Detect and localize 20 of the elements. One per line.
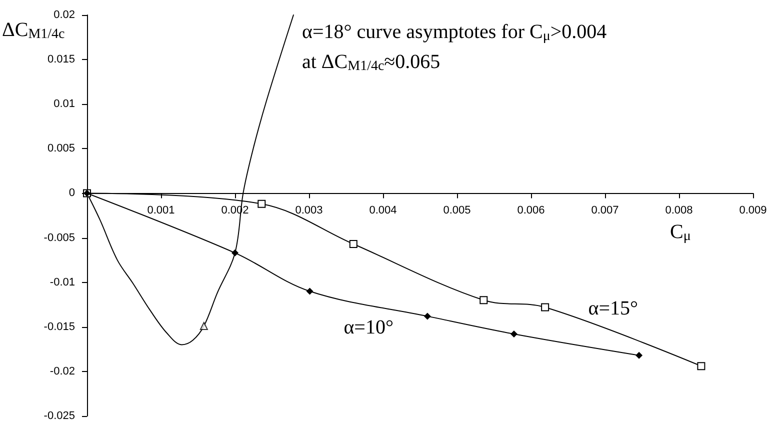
y-tick-label: 0.015 [47,54,75,66]
x-tick-label: 0.001 [147,204,175,217]
x-tick-label: 0.007 [591,204,619,217]
y-tick-label: 0.02 [54,9,75,21]
y-tick-label: 0.005 [47,142,75,155]
y-tick-label: -0.015 [44,320,75,333]
x-tick-label: 0.009 [739,204,767,217]
x-tick-label: 0.003 [295,204,323,217]
y-tick-label: -0.025 [44,410,75,422]
x-tick-label: 0.006 [517,204,545,217]
series-label: α=10° [344,316,394,339]
y-tick-label: 0.01 [54,98,75,110]
y-tick-label: -0.02 [50,365,75,378]
y-tick-label: 0 [68,187,75,200]
x-tick-label: 0.004 [369,204,397,217]
x-tick-label: 0.005 [443,204,471,217]
y-tick-label: -0.01 [50,276,75,288]
x-tick-label: 0.008 [665,204,693,217]
y-tick-label: -0.005 [44,232,75,244]
series-label: α=15° [588,298,638,320]
